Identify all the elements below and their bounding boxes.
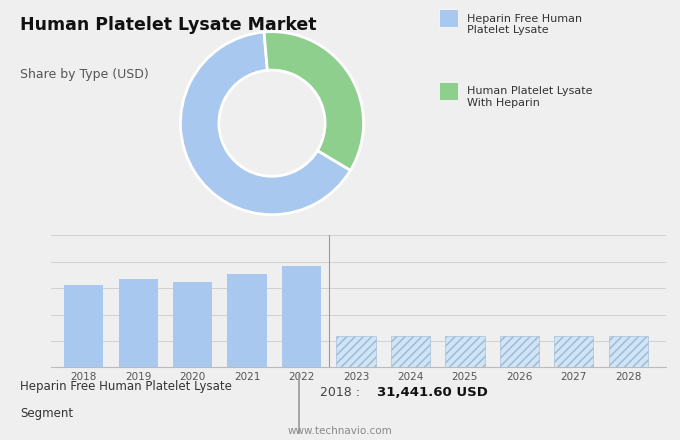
Wedge shape <box>264 32 364 170</box>
Bar <box>173 282 212 367</box>
Text: Share by Type (USD): Share by Type (USD) <box>20 68 149 81</box>
FancyBboxPatch shape <box>439 9 458 27</box>
Bar <box>118 279 158 367</box>
Bar <box>227 274 267 367</box>
Bar <box>337 336 375 367</box>
Text: 31,441.60 USD: 31,441.60 USD <box>377 386 488 400</box>
Bar <box>609 336 648 367</box>
Text: Heparin Free Human Platelet Lysate: Heparin Free Human Platelet Lysate <box>20 381 233 393</box>
Text: Heparin Free Human
Platelet Lysate: Heparin Free Human Platelet Lysate <box>467 14 582 35</box>
Text: 2018 :: 2018 : <box>320 386 364 400</box>
Text: Human Platelet Lysate
With Heparin: Human Platelet Lysate With Heparin <box>467 86 593 108</box>
Bar <box>64 285 103 367</box>
Bar <box>282 266 321 367</box>
Wedge shape <box>180 32 350 215</box>
Bar <box>391 336 430 367</box>
Bar <box>554 336 594 367</box>
Text: Segment: Segment <box>20 407 73 420</box>
FancyBboxPatch shape <box>439 81 458 100</box>
Bar <box>445 336 485 367</box>
Text: www.technavio.com: www.technavio.com <box>288 426 392 436</box>
Text: Human Platelet Lysate Market: Human Platelet Lysate Market <box>20 16 317 34</box>
Bar <box>500 336 539 367</box>
